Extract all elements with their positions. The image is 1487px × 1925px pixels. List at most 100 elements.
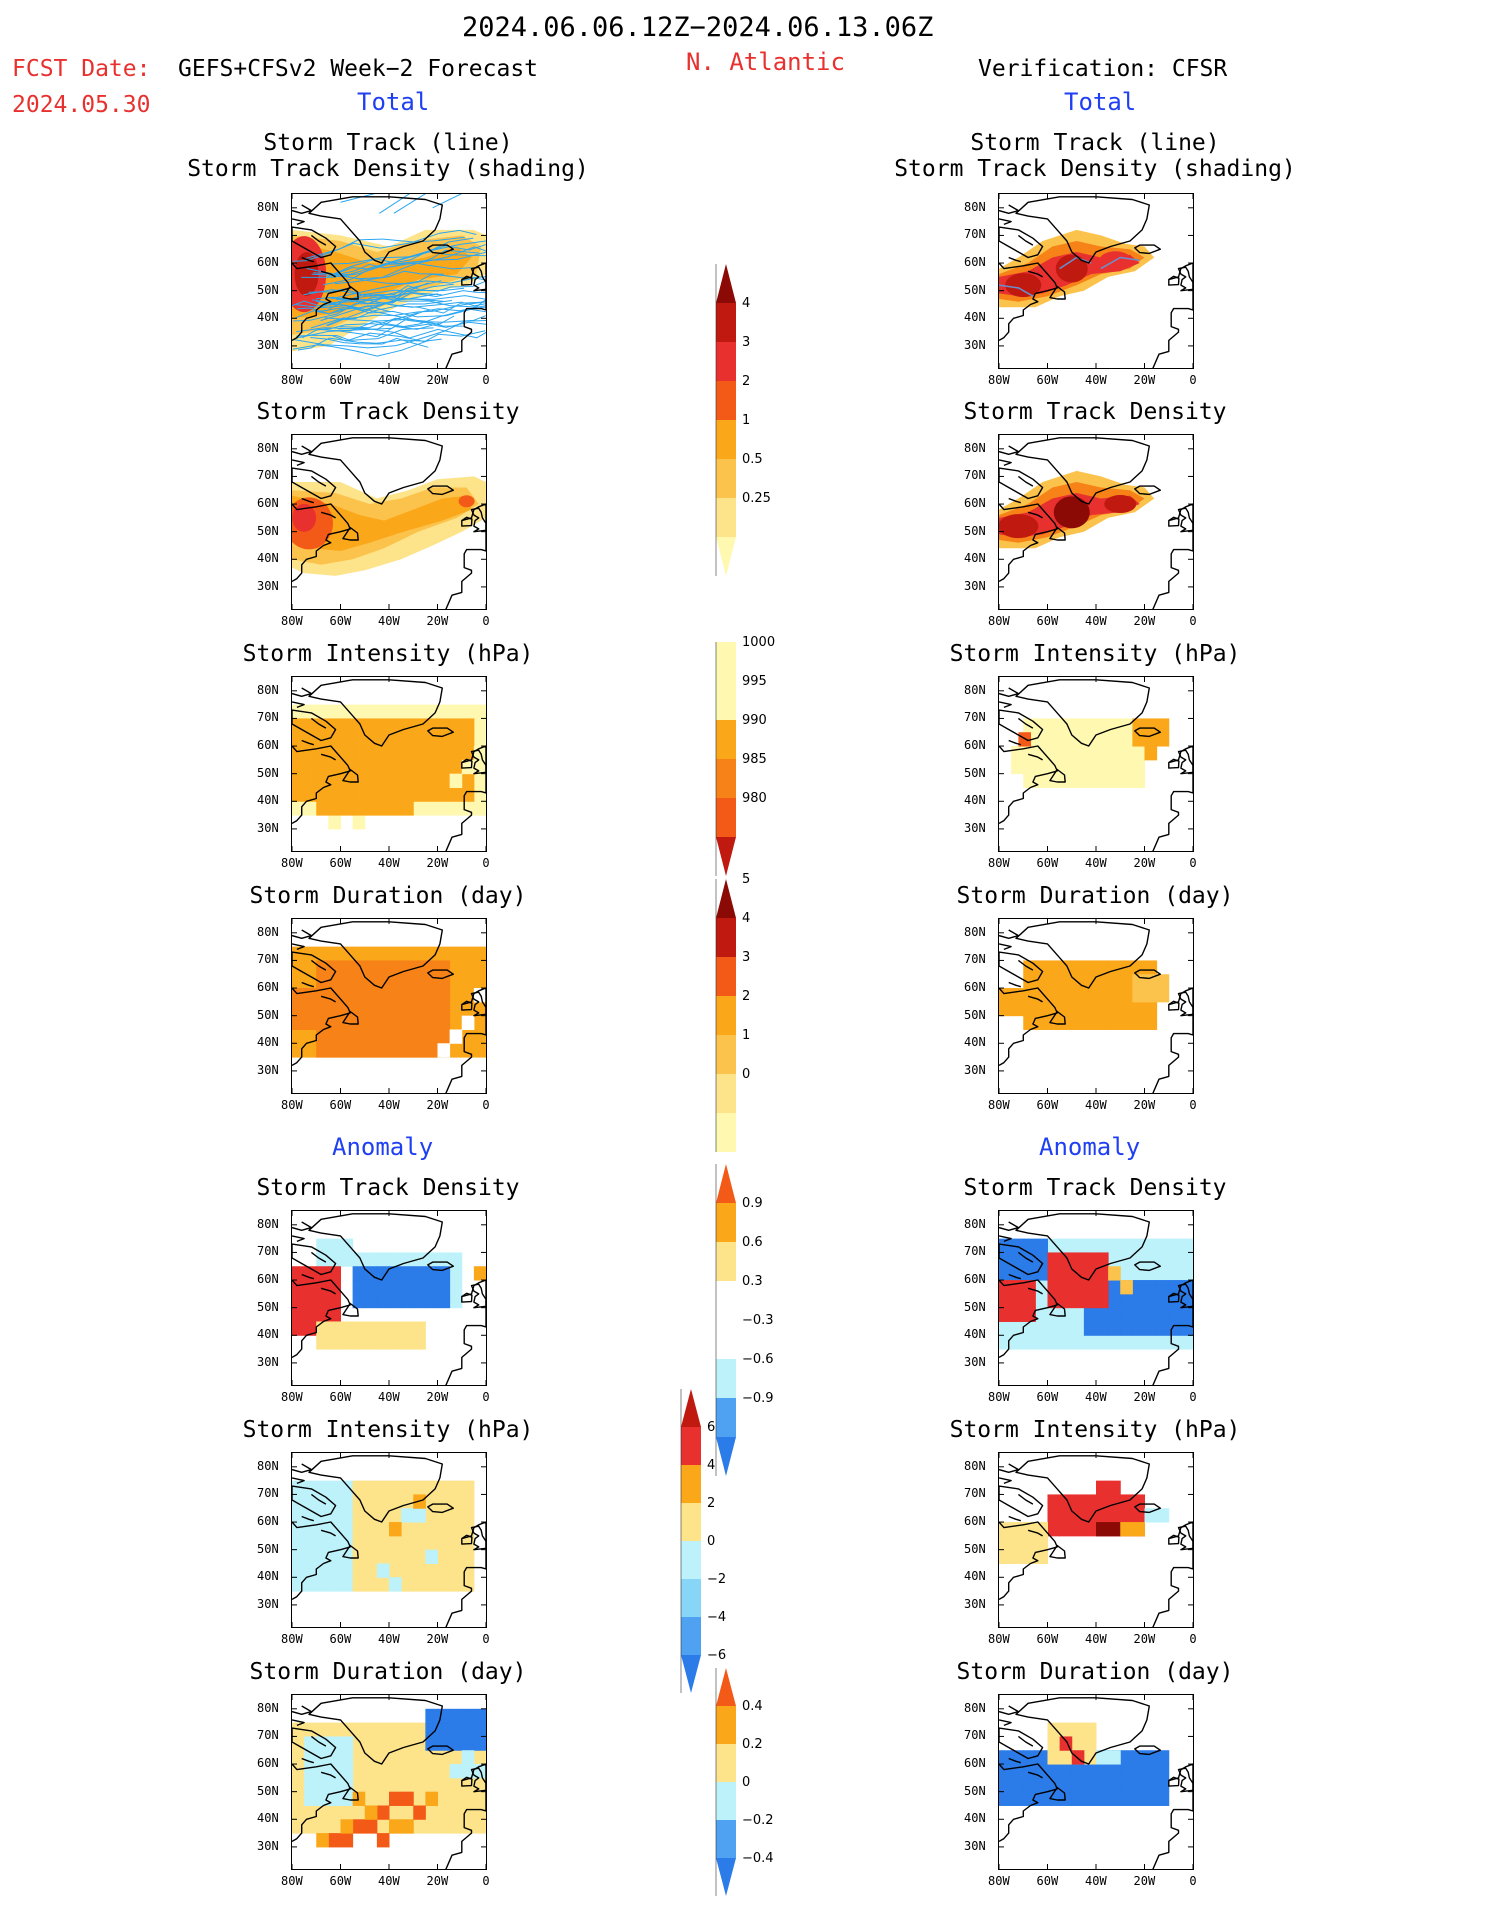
colorbar-label: 0.5 <box>742 452 763 467</box>
colorbar-segment <box>716 1744 736 1782</box>
lat-tick-label: 80N <box>257 1458 279 1473</box>
colorbar-segment <box>716 1359 736 1398</box>
lat-tick-label: 30N <box>257 337 279 352</box>
coastline <box>999 921 1193 1093</box>
lat-tick-label: 50N <box>257 765 279 780</box>
lat-tick-label: 80N <box>257 440 279 455</box>
lat-tick-label: 60N <box>257 738 279 753</box>
lon-tick-label: 0 <box>1189 856 1197 870</box>
colorbar-label: 1 <box>742 1028 751 1043</box>
lat-tick-label: 40N <box>257 1035 279 1050</box>
lon-tick-label: 80W <box>988 1632 1010 1646</box>
axis-ticks <box>999 194 1193 368</box>
map-intensity-verification <box>998 676 1194 852</box>
lon-tick-label: 20W <box>426 614 449 628</box>
lat-tick-label: 40N <box>964 1569 986 1584</box>
colorbar-label: 0 <box>742 1067 751 1082</box>
coastline <box>292 437 486 609</box>
lon-tick-label: 0 <box>482 1098 490 1112</box>
lon-tick-label: 80W <box>281 856 303 870</box>
lon-tick-label: 60W <box>1036 856 1059 870</box>
lat-tick-label: 80N <box>257 1216 279 1231</box>
map-duration-verification <box>998 918 1194 1094</box>
lon-tick-label: 40W <box>1085 1632 1107 1646</box>
coastline <box>292 921 486 1093</box>
colorbar-segment <box>716 1203 736 1242</box>
colorbar-label: −4 <box>707 1610 727 1625</box>
map-canvas <box>292 1211 486 1385</box>
colorbar-segment <box>716 1782 736 1820</box>
anomaly-pos-mid <box>316 1791 438 1848</box>
colorbar-label: −2 <box>707 1572 727 1587</box>
lat-tick-label: 40N <box>964 1811 986 1826</box>
fcst-date-label: FCST Date: <box>12 56 151 82</box>
density-peak-east <box>458 495 475 508</box>
section-total-right: Total <box>1064 88 1137 116</box>
lon-tick-label: 40W <box>1085 1098 1107 1112</box>
lat-tick-label: 60N <box>964 980 986 995</box>
anomaly-pos-max <box>1096 1522 1121 1537</box>
colorbar-label: −0.2 <box>742 1813 774 1828</box>
colorbar-label: 2 <box>742 989 751 1004</box>
region-label: N. Atlantic <box>686 48 845 76</box>
lat-tick-label: 70N <box>964 1728 986 1743</box>
colorbar-segment <box>716 1320 736 1359</box>
coastline <box>999 1213 1193 1385</box>
lon-tick-label: 20W <box>426 1098 449 1112</box>
anomaly-neg-light <box>304 1736 354 1806</box>
lon-tick-label: 60W <box>329 1632 352 1646</box>
lat-tick-label: 50N <box>964 282 986 297</box>
colorbar-segment <box>716 498 736 537</box>
lat-tick-label: 70N <box>964 710 986 725</box>
colorbar-label: 0.4 <box>742 1699 763 1714</box>
storm-tracks <box>292 194 486 357</box>
lon-tick-label: 40W <box>378 856 400 870</box>
coastline <box>292 679 486 851</box>
lat-tick-label: 60N <box>964 1514 986 1529</box>
colorbar-label: 980 <box>742 791 767 806</box>
map-canvas <box>999 1211 1193 1385</box>
lon-tick-label: 80W <box>281 1632 303 1646</box>
lon-tick-label: 20W <box>1133 856 1156 870</box>
section-total-left: Total <box>357 88 430 116</box>
intensity-1000 <box>1011 718 1145 788</box>
map-density-forecast <box>291 434 487 610</box>
lon-tick-label: 20W <box>1133 1098 1156 1112</box>
title-density-anom-left: Storm Track Density <box>256 1175 520 1201</box>
lon-tick-label: 80W <box>281 373 303 387</box>
anomaly-neg-light <box>1144 1508 1170 1523</box>
map-canvas <box>999 435 1193 609</box>
anomaly-pos-mid <box>1120 1522 1145 1537</box>
map-duration-anom-forecast <box>291 1694 487 1870</box>
lon-tick-label: 80W <box>988 1874 1010 1888</box>
colorbar-label: 0.6 <box>742 1235 763 1250</box>
lat-tick-label: 50N <box>964 1783 986 1798</box>
colorbar-arrow-down <box>716 837 736 876</box>
colorbar-arrow-up <box>716 1164 736 1203</box>
lat-tick-label: 80N <box>964 1216 986 1231</box>
colorbar-strip <box>680 1389 701 1693</box>
colorbar-density-anom: 0.9 0.6 0.3 −0.3 −0.6 −0.9 <box>714 1162 774 1482</box>
colorbar-label: 2 <box>707 1496 716 1511</box>
lat-tick-label: 60N <box>964 1756 986 1771</box>
axis-ticks <box>292 677 486 851</box>
lat-tick-label: 80N <box>964 924 986 939</box>
lon-tick-label: 40W <box>1085 1874 1107 1888</box>
axis-ticks <box>292 435 486 609</box>
axis-ticks <box>999 919 1193 1093</box>
lat-tick-label: 40N <box>257 793 279 808</box>
colorbar-segment <box>716 642 736 681</box>
lat-tick-label: 30N <box>964 578 986 593</box>
lat-tick-label: 70N <box>257 468 279 483</box>
colorbar-strip <box>715 642 736 876</box>
density-peak-east <box>1104 495 1137 514</box>
forecast-name: GEFS+CFSv2 Week−2 Forecast <box>178 56 539 82</box>
lat-tick-label: 40N <box>257 1569 279 1584</box>
map-intensity-anom-forecast <box>291 1452 487 1628</box>
colorbar-segment <box>716 420 736 459</box>
colorbar-strip <box>715 264 736 576</box>
map-density-anom-forecast <box>291 1210 487 1386</box>
lon-tick-label: 0 <box>1189 1874 1197 1888</box>
lat-tick-label: 30N <box>257 820 279 835</box>
anomaly-pos-light <box>316 1321 426 1350</box>
